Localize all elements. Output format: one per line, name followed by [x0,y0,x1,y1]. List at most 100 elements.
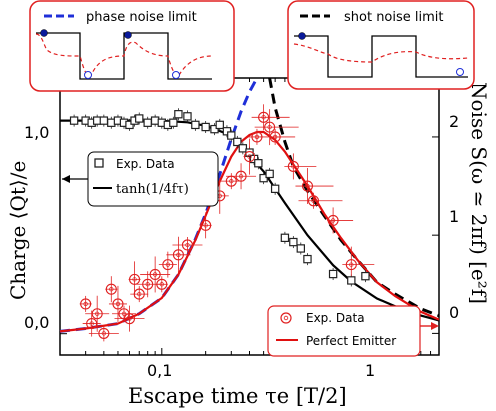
marker-square [303,254,312,264]
marker-circle [98,327,110,339]
y-axis-label-right: Noise S(ω ≃ 2πf) [e²f] [467,82,491,304]
marker-circle-dot [159,282,164,287]
marker-circle [258,111,270,123]
inset-shot-label: shot noise limit [344,10,444,25]
marker-square [254,159,263,168]
marker-square [201,122,210,132]
marker-square [238,144,248,153]
marker-circle-dot [291,164,296,169]
marker-circle-dot [272,134,278,140]
legend-left-square-marker [94,158,104,168]
marker-circle [105,283,117,295]
inset-shot-noise: shot noise limit [287,0,475,90]
marker-circle-dot [83,301,88,307]
marker-square [69,116,79,125]
marker-circle [269,131,281,143]
marker-circle [91,308,103,320]
marker-square [169,118,178,127]
inset-shot-square-wave [294,35,468,78]
marker-circle [80,298,92,310]
y-left-tick-label-1: 1,0 [24,123,49,142]
marker-square [328,269,338,279]
marker-square [361,271,370,281]
marker-square [265,169,274,179]
marker-square [280,233,290,243]
marker-circle [251,131,263,143]
x-axis-label: Escape time τe [T/2] [128,384,347,408]
legend-left-label-data: Exp. Data [116,157,175,171]
marker-circle-dot [137,291,142,297]
inset-shot-dot-1 [298,32,306,40]
inset-shot-response [293,43,469,63]
legend-right-label-emitter: Perfect Emitter [306,334,396,348]
marker-square [233,137,242,147]
marker-square [222,127,232,136]
marker-circle-dot [145,282,150,287]
inset-phase-dot-2 [84,71,92,79]
marker-square [191,120,200,130]
y-right-tick-label-1: 1 [449,207,459,226]
marker-circle [156,278,168,290]
marker-circle-dot [185,242,190,248]
marker-circle-dot [95,311,100,316]
marker-circle-dot [247,154,252,159]
legend-left-label-tanh: tanh(1/4fτ) [116,182,189,197]
marker-circle [129,273,141,285]
inset-phase-noise: phase noise limit [29,0,235,92]
marker-circle [181,239,194,251]
marker-square [296,244,305,253]
inset-phase-response [35,33,213,79]
marker-circle-dot [261,115,266,120]
marker-circle [86,318,98,330]
marker-square [125,120,134,130]
inset-phase-label: phase noise limit [86,10,197,25]
legend-right-arrowhead [431,322,439,330]
marker-circle [235,170,247,182]
series-line-shot-noise-limit [268,77,440,318]
marker-circle [243,151,256,163]
marker-circle [162,259,174,271]
marker-circle [225,175,237,187]
data-markers [69,110,370,339]
marker-circle-dot [305,183,310,189]
marker-circle [123,313,136,325]
marker-circle [264,121,276,133]
x-tick-label-0: 0,1 [147,361,172,380]
marker-square [289,237,298,247]
marker-square [143,118,152,127]
legend-left: Exp. Data tanh(1/4fτ) [62,151,219,207]
marker-circle [327,214,339,226]
marker-square [270,184,280,193]
marker-circle-dot [311,198,316,203]
marker-circle-dot [152,272,158,277]
inset-shot-box [287,0,475,90]
legend-right-box [267,305,421,357]
legend-right-circle-marker-dot [283,315,289,321]
marker-circle-dot [121,311,127,316]
marker-circle-dot [132,277,137,282]
y-axis-label-left: Charge ⟨Qt⟩/e [6,161,30,300]
marker-circle-dot [203,223,208,228]
marker-square [174,110,183,119]
marker-circle [307,195,320,207]
marker-circle [345,259,357,271]
inset-phase-dot-1 [40,29,48,37]
marker-circle-dot [109,287,114,292]
marker-circle [200,219,212,231]
inset-shot-dot-2 [456,68,464,76]
marker-circle [133,288,145,300]
inset-phase-dot-4 [172,71,180,79]
marker-square [210,124,219,134]
marker-circle [301,180,314,192]
marker-circle-dot [89,321,94,326]
marker-square [215,120,224,130]
marker-circle [112,298,124,310]
marker-circle-dot [330,218,336,223]
inset-phase-dot-3 [124,31,132,39]
marker-square [135,114,144,123]
marker-circle-dot [176,252,181,257]
legend-right: Exp. Data Perfect Emitter [267,305,439,357]
marker-circle [172,249,184,261]
y-right-tick-label-2: 2 [449,112,459,131]
